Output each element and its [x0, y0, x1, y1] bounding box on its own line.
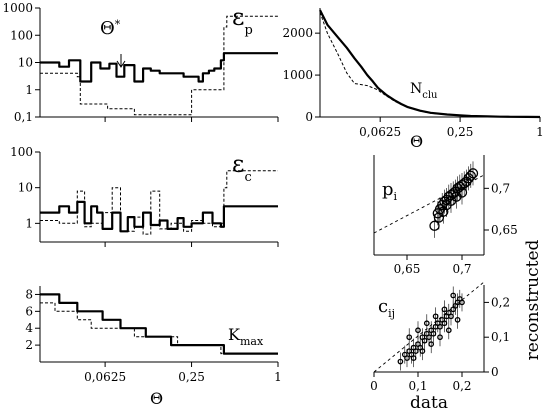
- k-max-x-ticks: 0,0625 0,25 1: [84, 362, 282, 384]
- eps_p-series-dashed: [40, 15, 278, 116]
- panel-p-i: 0,65 0,7 0,65 0,7 pi: [373, 155, 518, 276]
- eps-c-y-ticks: 1 10 100: [10, 145, 40, 230]
- panel-k-max: 2 4 6 8 0,0625 0,25 1 Kmax Θ: [25, 286, 282, 408]
- c_ij-point: [459, 299, 465, 306]
- eps_c-series-solid: [40, 200, 278, 233]
- eps_c-y-tick-label: 100: [10, 145, 33, 159]
- n-clu-series: [319, 9, 541, 119]
- k_max-y-tick-label: 6: [25, 304, 33, 318]
- k-max-y-ticks: 2 4 6 8: [25, 287, 40, 352]
- reconstructed-label: reconstructed: [523, 239, 543, 360]
- eps-p-label: εp: [232, 3, 253, 38]
- c_ij-x-tick-label: 0,1: [408, 379, 427, 393]
- k_max-x-tick-label: 1: [274, 370, 282, 384]
- n_clu-series-dashed: [319, 12, 541, 118]
- n_clu-y-tick-label: 0: [305, 110, 313, 124]
- c_ij-point: [419, 348, 426, 354]
- eps-c-label: εc: [232, 150, 252, 185]
- eps_p-y-tick-label: 0,1: [14, 110, 33, 124]
- eps-p-annotation: Θ*: [100, 18, 121, 40]
- n_clu-y-tick-label: 2000: [282, 26, 313, 40]
- eps_p-y-tick-label: 10: [18, 56, 33, 70]
- k-max-label: Kmax: [228, 325, 264, 348]
- c-ij-diagonal: [373, 281, 485, 373]
- eps_c-y-tick-label: 1: [25, 216, 33, 230]
- c-ij-x-label: data: [410, 393, 448, 413]
- c_ij-point: [428, 341, 435, 348]
- n_clu-x-tick-label: 1: [536, 125, 544, 139]
- eps_p-y-tick-label: 1000: [2, 1, 33, 15]
- eps-p-x-ticks: [104, 117, 279, 122]
- eps_p-y-tick-label: 1: [25, 83, 33, 97]
- p_i-x-tick-label: 0,65: [394, 262, 421, 276]
- p-i-diagonal: [373, 174, 485, 234]
- k_max-x-tick-label: 0,0625: [84, 370, 126, 384]
- c_ij-point: [450, 292, 457, 299]
- c_ij-point: [423, 320, 430, 327]
- k_max-y-tick-label: 4: [25, 321, 33, 335]
- p_i-point: [467, 168, 479, 179]
- p-i-points: [429, 161, 479, 238]
- n-clu-y-ticks: 0 1000 2000: [282, 26, 320, 124]
- c_ij-y-tick-label: 0,2: [491, 295, 510, 309]
- n-clu-label: Nclu: [410, 81, 438, 101]
- k_max-series-solid: [40, 293, 278, 355]
- panel-n-clu: 0 1000 2000 0,0625 0,25 1 Nclu Θ: [282, 8, 544, 151]
- arrow-icon: [116, 54, 126, 68]
- k_max-series-dashed: [40, 302, 278, 355]
- n_clu-y-tick-label: 1000: [282, 68, 313, 82]
- panel-eps-c: 1 10 100 εc: [10, 145, 279, 247]
- n_clu-x-tick-label: 0,25: [447, 125, 474, 139]
- k-max-x-label: Θ: [150, 389, 163, 408]
- p_i-point: [465, 170, 476, 181]
- eps_p-y-tick-label: 100: [10, 28, 33, 42]
- c_ij-point: [445, 327, 452, 334]
- eps-c-series: [40, 170, 278, 235]
- eps-p-y-ticks: 0,1 1 10 100 1000: [2, 1, 40, 124]
- n_clu-x-tick-label: 0,0625: [359, 125, 401, 139]
- eps-c-x-ticks: [104, 242, 279, 247]
- c_ij-x-tick-label: 0,2: [452, 379, 471, 393]
- c_ij-point: [441, 306, 448, 313]
- eps-p-series: [40, 15, 278, 116]
- eps_c-y-tick-label: 10: [18, 181, 33, 195]
- k_max-y-tick-label: 2: [25, 338, 33, 352]
- panel-eps-p: 0,1 1 10 100 1000 Θ* εp: [2, 1, 279, 124]
- p_i-point: [433, 212, 445, 223]
- c-ij-ticks: 0 0,1 0,2 0 0,1 0,2: [370, 295, 510, 393]
- c_ij-point: [415, 327, 421, 334]
- c_ij-point: [432, 313, 439, 320]
- c_ij-point: [410, 355, 417, 361]
- p-i-ticks: 0,65 0,7 0,65 0,7: [394, 181, 518, 276]
- k_max-y-tick-label: 8: [25, 287, 33, 301]
- c_ij-x-tick-label: 0: [370, 379, 378, 393]
- eps_p-series-solid: [40, 52, 278, 83]
- c_ij-point: [454, 316, 461, 323]
- c_ij-point: [406, 334, 413, 341]
- c-ij-label: cij: [378, 296, 395, 320]
- c_ij-y-tick-label: 0: [491, 365, 499, 379]
- p_i-x-tick-label: 0,7: [452, 262, 471, 276]
- c_ij-y-tick-label: 0,1: [491, 330, 510, 344]
- k_max-x-tick-label: 0,25: [178, 370, 205, 384]
- p_i-y-tick-label: 0,65: [491, 223, 518, 237]
- p_i-point: [456, 187, 468, 198]
- panel-c-ij: 0 0,1 0,2 0 0,1 0,2 cij data reconstructed: [370, 239, 543, 413]
- n-clu-x-ticks: 0,0625 0,25 1: [359, 117, 544, 139]
- p_i-y-tick-label: 0,7: [491, 181, 510, 195]
- p-i-label: pi: [382, 179, 398, 203]
- c_ij-point: [437, 334, 443, 341]
- k-max-series: [40, 293, 278, 355]
- n-clu-x-label: Θ: [410, 132, 423, 151]
- c-ij-points: [397, 286, 465, 371]
- c_ij-point: [397, 358, 404, 365]
